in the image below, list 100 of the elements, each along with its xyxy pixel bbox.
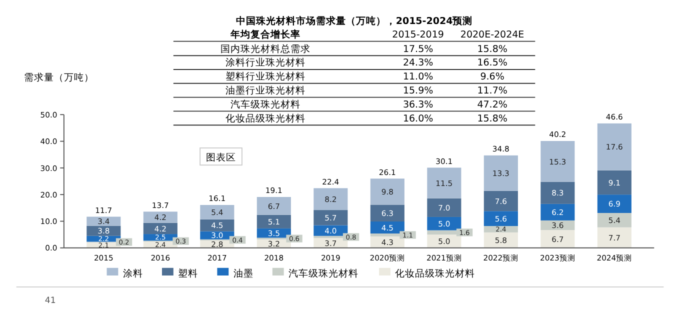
- x-tick-label: 2020预测: [370, 253, 406, 262]
- data-label: 15.3: [549, 157, 566, 166]
- bar: [314, 210, 348, 226]
- category-label: 化妆品级珠光材料: [226, 113, 306, 124]
- bar: [597, 170, 632, 195]
- text: 36.3%: [402, 99, 434, 110]
- text: 11.0%: [402, 72, 434, 83]
- bar: [427, 198, 462, 217]
- y-tick-label: 50.0: [40, 110, 58, 120]
- data-label: 5.4: [211, 208, 224, 218]
- bar: [484, 226, 518, 232]
- data-label: 6.2: [552, 208, 564, 218]
- bar: [370, 222, 404, 234]
- x-tick-label: 2018: [264, 253, 284, 262]
- data-label: 7.7: [608, 233, 621, 242]
- text: 16.5%: [477, 58, 508, 69]
- data-label: 4.2: [154, 213, 167, 222]
- bar: [540, 141, 575, 182]
- category-label: 汽车级珠光材料: [230, 99, 301, 110]
- y-tick-label: 20.0: [40, 190, 58, 200]
- bar: [200, 219, 234, 232]
- data-label: 8.2: [324, 194, 337, 204]
- total-label: 46.6: [606, 112, 624, 122]
- text: 中国珠光材料市场需求量（万吨），2015-2024预测: [236, 15, 473, 28]
- data-label: 17.6: [606, 142, 624, 152]
- data-label: 2.8: [211, 240, 224, 250]
- total-label: 40.2: [549, 130, 566, 140]
- bar: [86, 216, 121, 226]
- data-label: 5.0: [438, 237, 450, 246]
- bar: [256, 214, 291, 228]
- bar: [597, 123, 632, 170]
- text: 9.6%: [480, 72, 504, 83]
- category-label: 涂料行业珠光材料: [226, 58, 306, 69]
- data-label: 9.1: [608, 178, 621, 188]
- bar: [484, 211, 518, 226]
- category-label: 年均复合增长率: [230, 28, 301, 41]
- x-tick-label: 2017: [207, 253, 227, 262]
- data-label: 8.3: [552, 188, 564, 198]
- text: 17.5%: [402, 44, 434, 55]
- total-label: 11.7: [95, 206, 112, 215]
- x-tick-label: 2016: [150, 253, 170, 262]
- bar: [256, 196, 291, 215]
- bar: [314, 188, 348, 210]
- annotation: 图表区: [206, 151, 236, 164]
- data-label: 4.3: [381, 238, 394, 248]
- bar: [143, 212, 178, 223]
- data-label: 5.4: [608, 216, 621, 226]
- data-label: 4.5: [211, 221, 224, 230]
- legend-label: 汽车级珠光材料: [288, 267, 359, 280]
- data-label: 11.5: [436, 178, 453, 188]
- legend-label: 塑料: [178, 267, 198, 280]
- data-label: 3.8: [98, 226, 110, 236]
- text: 15.8%: [477, 113, 508, 124]
- data-label: 6.3: [381, 208, 394, 218]
- total-label: 30.1: [436, 156, 453, 166]
- total-label: 19.1: [265, 186, 283, 196]
- data-label: 3.6: [552, 221, 564, 230]
- data-label: 5.8: [494, 236, 508, 246]
- data-label: 4.0: [324, 226, 337, 236]
- data-label: 5.7: [324, 213, 337, 222]
- bar: [143, 222, 178, 234]
- total-label: 26.1: [378, 168, 396, 177]
- data-label: 4.5: [381, 223, 394, 232]
- text: 11.7%: [477, 85, 508, 96]
- data-label: 13.3: [492, 168, 510, 178]
- y-tick-label: 0.0: [45, 244, 58, 253]
- bar: [597, 212, 632, 228]
- y-axis-title: 需求量（万吨）: [24, 71, 94, 84]
- legend-label: 涂料: [122, 267, 143, 280]
- bar: [484, 232, 518, 248]
- data-label: 3.4: [98, 217, 110, 226]
- x-tick-label: 2015: [94, 253, 114, 262]
- legend-label: 油墨: [233, 267, 254, 280]
- data-label: 3.7: [324, 238, 337, 248]
- total-label: 13.7: [152, 200, 170, 210]
- bar: [314, 225, 348, 236]
- data-label: 7.0: [438, 204, 450, 212]
- text: 16.0%: [402, 113, 434, 124]
- bar: [370, 178, 404, 205]
- data-label: 6.7: [268, 202, 280, 211]
- text: 15.8%: [477, 44, 508, 55]
- bar: [540, 204, 575, 220]
- category-label: 塑料行业珠光材料: [226, 72, 306, 83]
- category-label: 国内珠光材料总需求: [220, 44, 311, 55]
- x-tick-label: 2024预测: [596, 253, 632, 262]
- data-label: 5.6: [494, 214, 508, 224]
- x-tick-label: 2021预测: [426, 253, 462, 262]
- text: 41: [44, 296, 56, 306]
- bar: [597, 227, 632, 248]
- bar: [484, 190, 518, 212]
- data-label: 3.0: [211, 231, 224, 240]
- x-tick-label: 2022预测: [483, 253, 519, 262]
- total-label: 34.8: [492, 144, 510, 154]
- x-tick-label: 2023预测: [540, 253, 576, 262]
- x-tick-label: 2019: [320, 253, 340, 262]
- legend-label: 化妆品级珠光材料: [395, 267, 476, 280]
- bar: [427, 168, 462, 198]
- category-label: 2020E-2024E: [460, 30, 524, 41]
- data-label: 6.9: [608, 200, 621, 209]
- text: 15.9%: [402, 85, 434, 96]
